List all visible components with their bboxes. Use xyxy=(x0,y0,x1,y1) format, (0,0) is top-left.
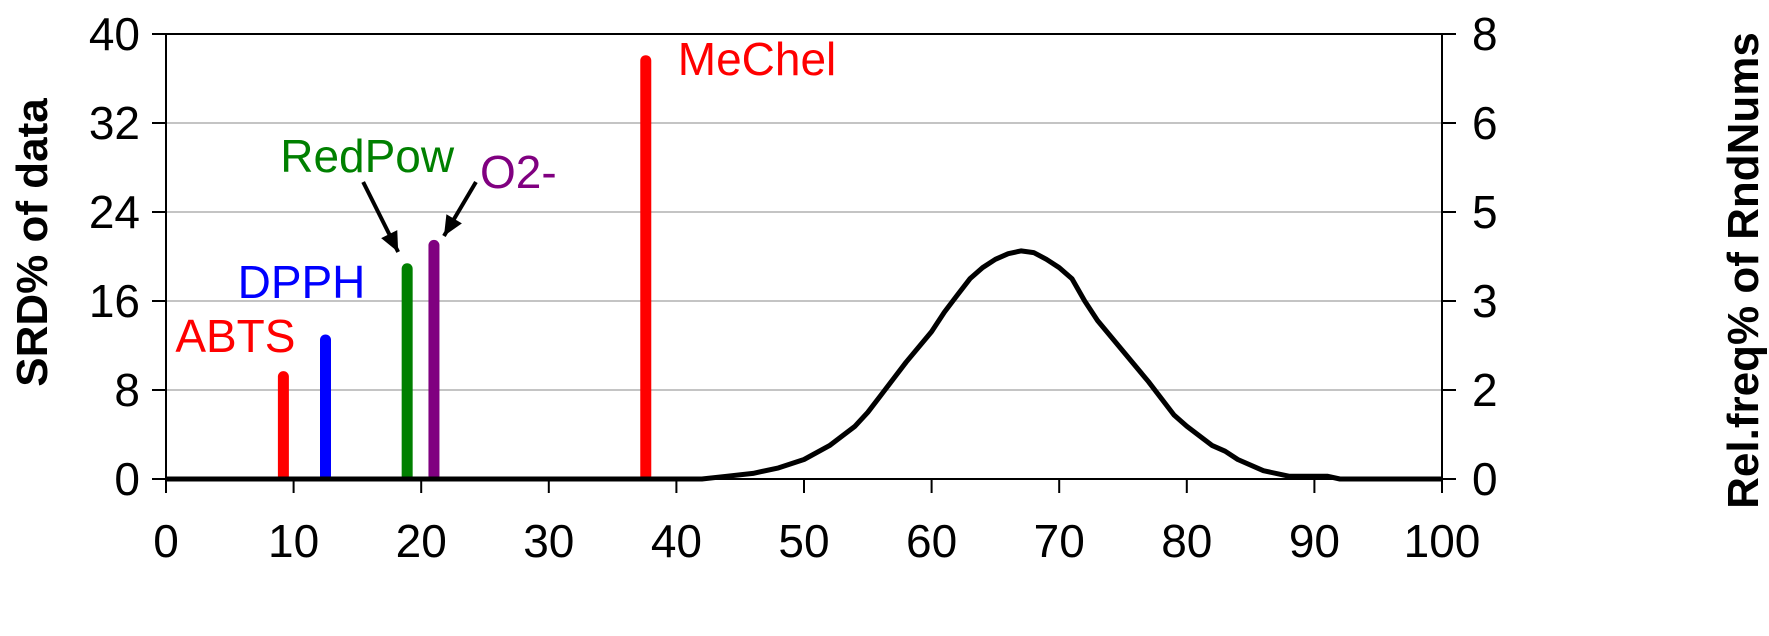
right-tick-label: 6 xyxy=(1472,97,1498,149)
x-tick-label: 50 xyxy=(778,515,829,567)
redpow-arrow xyxy=(361,181,400,253)
x-tick-label: 10 xyxy=(268,515,319,567)
right-y-axis-title: Rel.freq% of RndNums xyxy=(1719,32,1768,509)
x-axis-ticks: 0 10 20 30 40 50 60 70 80 90 100 xyxy=(153,479,1480,567)
left-tick-label: 32 xyxy=(89,97,140,149)
x-tick-label: 100 xyxy=(1404,515,1481,567)
o2-arrow xyxy=(442,180,478,238)
label-redpow: RedPow xyxy=(280,130,455,182)
left-tick-label: 8 xyxy=(114,364,140,416)
distribution-curve xyxy=(166,248,1442,482)
annotation-arrows xyxy=(361,180,478,253)
x-tick-label: 30 xyxy=(523,515,574,567)
bars xyxy=(277,55,652,482)
label-abts: ABTS xyxy=(175,310,295,362)
x-tick-label: 0 xyxy=(153,515,179,567)
label-o2-: O2- xyxy=(480,146,557,198)
left-tick-label: 0 xyxy=(114,453,140,505)
label-dpph: DPPH xyxy=(238,256,366,308)
x-tick-label: 90 xyxy=(1289,515,1340,567)
right-y-axis-ticks: 0 2 3 5 6 8 xyxy=(1442,8,1498,505)
right-tick-label: 8 xyxy=(1472,8,1498,60)
right-tick-label: 0 xyxy=(1472,453,1498,505)
x-tick-label: 40 xyxy=(651,515,702,567)
label-mechel: MeChel xyxy=(678,33,837,85)
x-tick-label: 70 xyxy=(1034,515,1085,567)
left-tick-label: 16 xyxy=(89,275,140,327)
x-tick-label: 80 xyxy=(1161,515,1212,567)
right-tick-label: 3 xyxy=(1472,275,1498,327)
left-tick-label: 40 xyxy=(89,8,140,60)
x-tick-label: 60 xyxy=(906,515,957,567)
x-tick-label: 20 xyxy=(396,515,447,567)
right-tick-label: 5 xyxy=(1472,186,1498,238)
left-tick-label: 24 xyxy=(89,186,140,238)
right-tick-label: 2 xyxy=(1472,364,1498,416)
left-y-axis-ticks: 0 8 16 24 32 40 xyxy=(89,8,166,505)
left-y-axis-title: SRD% of data xyxy=(8,98,57,387)
